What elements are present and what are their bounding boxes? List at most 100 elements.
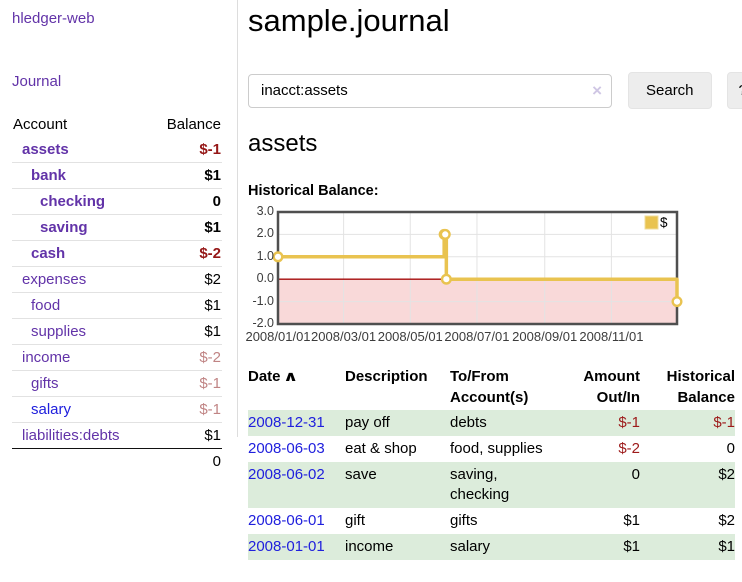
x-axis-tick-label: 2008/01/01 <box>245 329 311 344</box>
date-link[interactable]: 2008-06-02 <box>248 466 325 483</box>
account-balance: $-1 <box>149 370 222 397</box>
search-box: × <box>248 73 612 108</box>
y-axis-tick-label: 2.0 <box>256 226 274 241</box>
account-link[interactable]: checking <box>40 193 106 210</box>
sidebar: hledger-web Journal Account Balance asse… <box>0 0 238 474</box>
x-axis-tick-label: 2008/07/01 <box>444 329 510 344</box>
sidebar-nav: Journal <box>12 73 223 91</box>
account-link[interactable]: bank <box>31 167 67 184</box>
account-balance: $2 <box>149 266 222 293</box>
register-row: 2008-06-03 eat & shop food, supplies $-2 0 <box>248 436 735 462</box>
account-link[interactable]: cash <box>31 245 66 262</box>
account-heading: assets <box>248 130 318 157</box>
amount-cell: $1 <box>623 512 640 529</box>
sidebar-item-journal[interactable]: Journal <box>12 73 62 90</box>
account-balance: $1 <box>149 292 222 319</box>
account-row: income $-2 <box>12 344 222 371</box>
accounts-cell: food, supplies <box>450 440 543 457</box>
amount-cell: $-2 <box>618 440 640 457</box>
data-point-marker <box>439 228 451 240</box>
account-link[interactable]: salary <box>31 401 72 418</box>
account-link[interactable]: income <box>22 349 71 366</box>
account-link[interactable]: supplies <box>31 323 87 340</box>
balance-cell: $2 <box>640 462 735 508</box>
register-header-balance: Historical Balance <box>666 368 735 406</box>
data-point-marker <box>671 296 683 308</box>
plot-border <box>276 210 679 326</box>
data-point-marker <box>272 251 284 263</box>
accounts-table: Account Balance assets $-1 bank $1 checking 0… <box>12 112 222 474</box>
account-link[interactable]: assets <box>22 141 69 158</box>
balance-cell: $1 <box>640 534 735 560</box>
amount-cell: $-1 <box>550 410 640 436</box>
brand-link[interactable]: hledger-web <box>12 10 95 27</box>
account-row: saving $1 <box>12 214 222 241</box>
account-row: checking 0 <box>12 188 222 215</box>
x-axis-tick-label: 2008/03/01 <box>311 329 377 344</box>
account-balance: $1 <box>149 214 222 241</box>
y-axis-tick-label: 3.0 <box>256 204 274 218</box>
date-link[interactable]: 2008-12-31 <box>248 414 325 431</box>
legend-swatch <box>644 215 659 230</box>
account-row: liabilities:debts $1 <box>12 422 222 449</box>
y-axis-tick-label: 1.0 <box>256 248 274 263</box>
account-row: salary $-1 <box>12 396 222 423</box>
account-link[interactable]: saving <box>40 219 88 236</box>
main-content: sample.journal × Search ? assets Histori… <box>238 0 742 582</box>
search-input[interactable] <box>248 73 612 108</box>
accounts-total-row: 0 <box>12 448 222 474</box>
register-header-accounts: To/From Account(s) <box>450 368 529 406</box>
account-balance: $1 <box>149 318 222 345</box>
account-row: supplies $1 <box>12 318 222 345</box>
accounts-cell: gifts <box>450 512 478 529</box>
account-balance: $1 <box>149 162 222 189</box>
register-row: 2008-01-01 income salary $1 $1 <box>248 534 735 560</box>
historical-balance-chart: $3.0 2.0 1.0 0.0 -1.0 -2.0 2008/01/01 2008/03/0… <box>245 204 688 350</box>
description-cell: gift <box>345 512 366 529</box>
amount-cell: 0 <box>550 462 640 508</box>
chart-title: Historical Balance: <box>248 183 379 199</box>
account-row: food $1 <box>12 292 222 319</box>
accounts-cell: salary <box>450 534 550 560</box>
account-link[interactable]: food <box>31 297 61 314</box>
balance-cell: 0 <box>726 440 735 457</box>
account-row: cash $-2 <box>12 240 222 267</box>
account-balance: 0 <box>149 188 222 215</box>
register-row: 2008-06-01 gift gifts $1 $2 <box>248 508 735 534</box>
register-row: 2008-06-02 save saving, checking 0 $2 <box>248 462 735 508</box>
amount-cell: $1 <box>550 534 640 560</box>
sort-asc-icon: ∧ <box>282 368 298 384</box>
x-axis-tick-label: 2008/09/01 <box>512 329 578 344</box>
accounts-header-balance: Balance <box>166 116 221 133</box>
legend-label: $ <box>660 215 668 230</box>
clear-search-icon[interactable]: × <box>592 80 602 100</box>
register-row: 2008-12-31 pay off debts $-1 $-1 <box>248 410 735 436</box>
x-axis-tick-label: 2008/11/01 <box>579 329 644 344</box>
account-row: gifts $-1 <box>12 370 222 397</box>
date-link[interactable]: 2008-06-03 <box>248 440 325 457</box>
description-cell: pay off <box>345 410 450 436</box>
register-header-amount: Amount Out/In <box>583 368 640 406</box>
account-balance: $-1 <box>199 141 221 158</box>
register-table: Date ∧ Description To/From Account(s) Amo… <box>248 364 735 560</box>
account-balance: $-2 <box>149 240 222 267</box>
account-balance: $1 <box>149 422 222 449</box>
date-link[interactable]: 2008-06-01 <box>248 512 325 529</box>
account-balance: $-2 <box>149 344 222 371</box>
description-cell: income <box>345 534 450 560</box>
search-button[interactable]: Search <box>628 72 712 109</box>
register-header-row: Date ∧ Description To/From Account(s) Amo… <box>248 364 735 410</box>
y-axis-tick-label: -2.0 <box>252 316 274 330</box>
account-link[interactable]: gifts <box>31 375 59 392</box>
register-header-date[interactable]: Date ∧ <box>248 368 298 385</box>
help-button[interactable]: ? <box>726 72 742 109</box>
account-link[interactable]: expenses <box>22 271 87 288</box>
date-link[interactable]: 2008-01-01 <box>248 538 325 555</box>
account-balance: $-1 <box>149 396 222 423</box>
accounts-header-account: Account <box>13 116 68 133</box>
accounts-cell: debts <box>450 410 550 436</box>
balance-cell: $-1 <box>640 410 735 436</box>
account-link[interactable]: liabilities:debts <box>22 427 120 444</box>
accounts-cell: saving, checking <box>450 462 550 508</box>
